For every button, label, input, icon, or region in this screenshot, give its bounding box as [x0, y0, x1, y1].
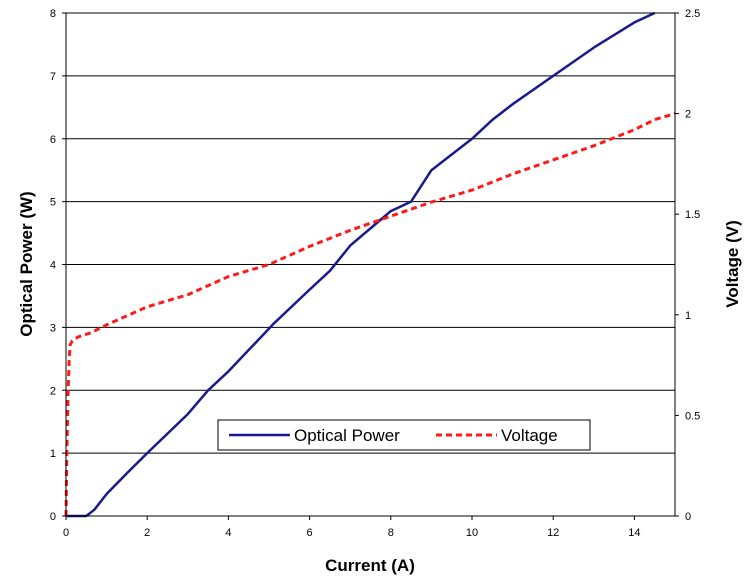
series-line-optical-power: [66, 11, 656, 518]
y-axis-ticks: 0 1 2 3 4 5 6 7 8: [50, 8, 66, 523]
x-tick-label: 4: [225, 527, 231, 539]
y-tick-label: 2: [50, 385, 56, 397]
x-tick-label: 10: [466, 527, 478, 539]
legend-label-voltage: Voltage: [501, 426, 558, 445]
y2-axis-ticks: 0 0.5 1 1.5 2 2.5: [675, 8, 700, 523]
x-axis-title: Current (A): [325, 556, 415, 575]
y2-axis-title: Voltage (V): [723, 220, 742, 308]
x-tick-label: 6: [307, 527, 313, 539]
plot-series: [64, 11, 676, 518]
gridlines: [66, 75, 675, 454]
y2-tick-label: 1.5: [685, 209, 700, 221]
legend: Optical Power Voltage: [217, 419, 591, 451]
x-tick-label: 14: [628, 527, 640, 539]
x-tick-label: 2: [144, 527, 150, 539]
x-tick-label: 0: [63, 527, 69, 539]
x-axis-ticks: 0 2 4 6 8 10 12 14: [63, 516, 641, 539]
legend-label-optical-power: Optical Power: [294, 426, 400, 445]
y-axis-title: Optical Power (W): [17, 191, 36, 336]
y2-tick-label: 1: [685, 310, 691, 322]
y2-tick-label: 2.5: [685, 8, 700, 20]
x-tick-label: 8: [388, 527, 394, 539]
y2-tick-label: 2: [685, 109, 691, 121]
y-tick-label: 8: [50, 8, 56, 20]
y-tick-label: 1: [50, 448, 56, 460]
x-tick-label: 12: [547, 527, 559, 539]
y2-tick-label: 0: [685, 511, 691, 523]
y-tick-label: 0: [50, 511, 56, 523]
y-tick-label: 4: [50, 260, 56, 272]
y-tick-label: 3: [50, 322, 56, 334]
y-tick-label: 7: [50, 71, 56, 83]
y-tick-label: 6: [50, 134, 56, 146]
series-line-voltage: [64, 112, 676, 517]
y-tick-label: 5: [50, 197, 56, 209]
y2-tick-label: 0.5: [685, 410, 700, 422]
